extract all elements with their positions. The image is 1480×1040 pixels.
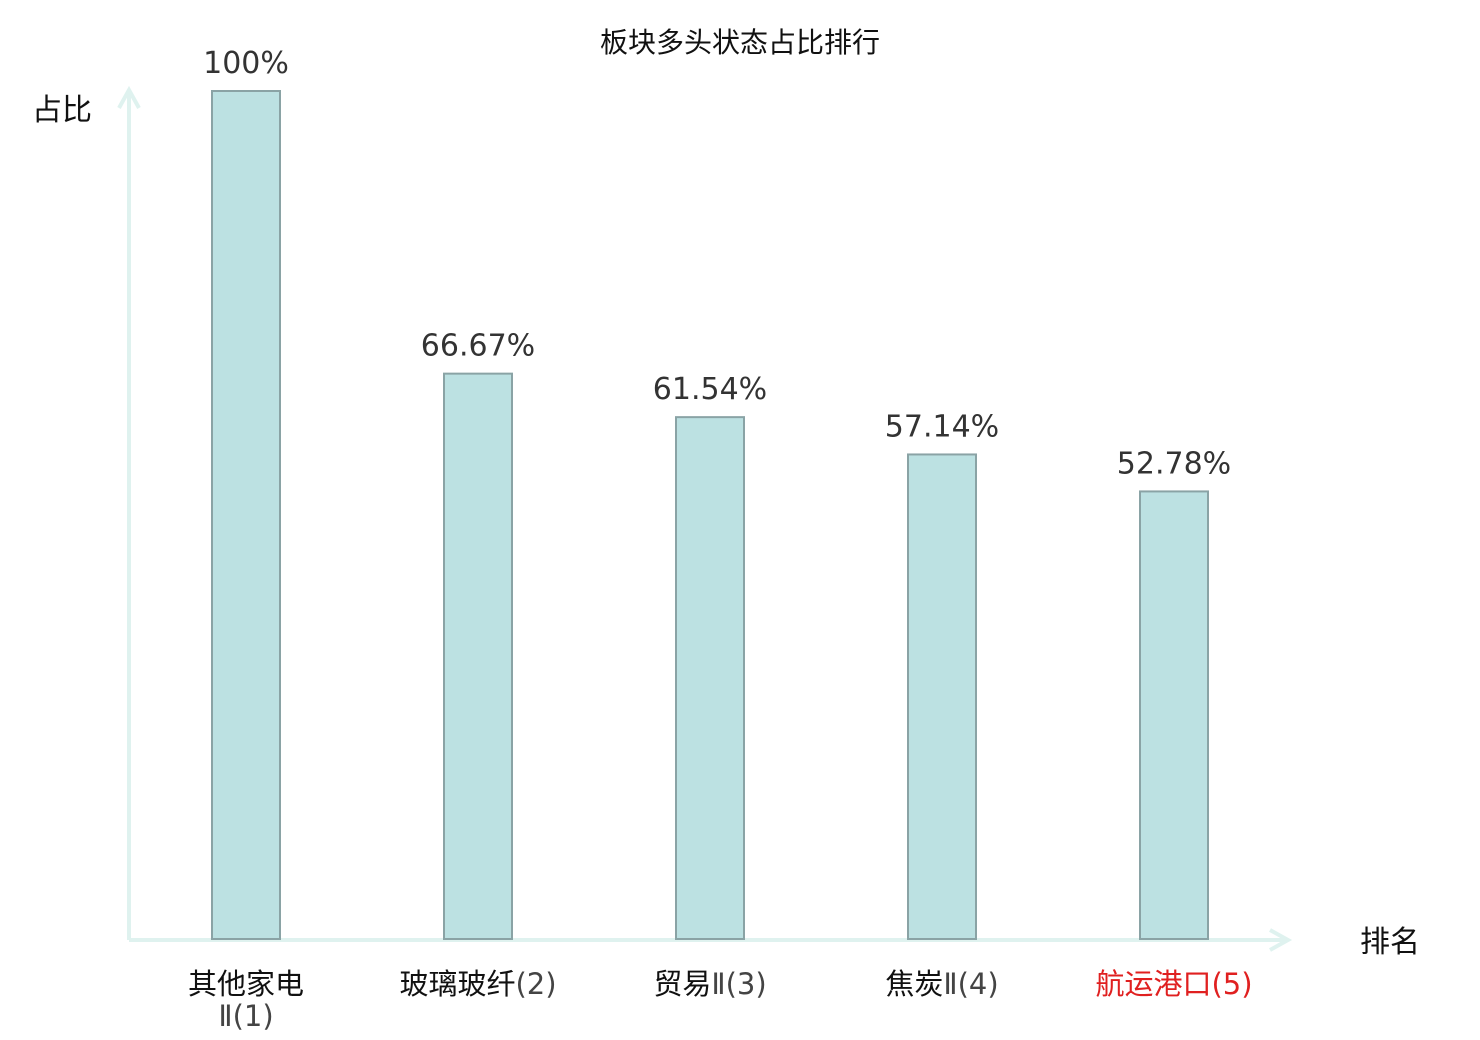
category-rank: Ⅱ(3) — [711, 967, 766, 1001]
x-axis-arrow — [1269, 928, 1293, 952]
value-label: 52.78% — [1117, 446, 1231, 481]
bar — [211, 90, 281, 940]
category-name: 焦炭 — [885, 967, 943, 1001]
bar — [907, 453, 977, 940]
value-label: 61.54% — [653, 372, 767, 407]
category-name: 航运港口 — [1095, 967, 1211, 1001]
bars-group — [211, 90, 1209, 940]
bar — [1139, 490, 1209, 940]
value-labels-group: 100% 66.67% 61.54% 57.14% 52.78% — [203, 46, 1231, 481]
category-label: 其他家电 — [188, 967, 304, 1001]
category-label: 玻璃玻纤(2) — [399, 967, 556, 1001]
category-label: 贸易Ⅱ(3) — [653, 967, 766, 1001]
category-rank-label: Ⅱ(1) — [218, 999, 273, 1033]
bar — [675, 416, 745, 940]
y-axis-arrow — [117, 85, 141, 109]
category-rank: Ⅱ(4) — [943, 967, 998, 1001]
value-label: 100% — [203, 46, 289, 81]
value-label: 66.67% — [421, 329, 535, 364]
category-label: 焦炭Ⅱ(4) — [885, 967, 998, 1001]
category-name: 贸易 — [653, 967, 711, 1001]
category-rank: (5) — [1211, 967, 1252, 1001]
category-label: 航运港口(5) — [1095, 967, 1252, 1001]
bar — [443, 372, 513, 940]
category-rank: (2) — [515, 967, 556, 1001]
chart-title: 板块多头状态占比排行 — [600, 26, 880, 59]
y-axis-label: 占比 — [32, 93, 92, 128]
value-label: 57.14% — [885, 409, 999, 444]
x-axis-label: 排名 — [1360, 925, 1420, 960]
category-name: 玻璃玻纤 — [399, 967, 515, 1001]
